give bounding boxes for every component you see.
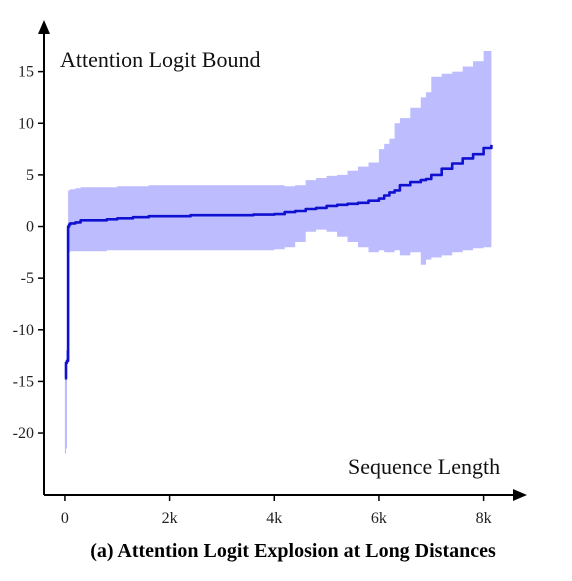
y-tick-label: -20 <box>13 425 34 442</box>
bound-line-layer <box>64 144 493 380</box>
y-tick-label: -10 <box>13 322 34 339</box>
x-axis-label: Sequence Length <box>348 454 500 479</box>
y-axis-label: Attention Logit Bound <box>60 47 260 72</box>
y-tick-label: 10 <box>18 115 34 132</box>
uncertainty-band <box>64 45 492 465</box>
uncertainty-band-layer <box>64 45 492 465</box>
x-tick-label: 2k <box>162 510 178 527</box>
x-axis-arrowhead <box>513 489 527 501</box>
x-tick-label: 0 <box>61 510 69 527</box>
y-tick-label: -15 <box>13 373 34 390</box>
attention-bound-line <box>64 144 493 380</box>
x-ticks: 0 2k 4k 6k 8k <box>61 495 492 527</box>
y-axis-arrowhead <box>38 20 50 34</box>
y-tick-label: 0 <box>26 219 34 236</box>
axes-layer <box>38 20 527 501</box>
x-tick-label: 6k <box>371 510 387 527</box>
figure-caption: (a) Attention Logit Explosion at Long Di… <box>90 540 496 562</box>
y-ticks: 15 10 5 0 -5 -10 -15 -20 <box>13 64 44 442</box>
y-tick-label: 5 <box>26 167 34 184</box>
y-tick-label: -5 <box>21 270 34 287</box>
x-tick-label: 8k <box>476 510 492 527</box>
y-tick-label: 15 <box>18 64 34 81</box>
x-tick-label: 4k <box>266 510 282 527</box>
